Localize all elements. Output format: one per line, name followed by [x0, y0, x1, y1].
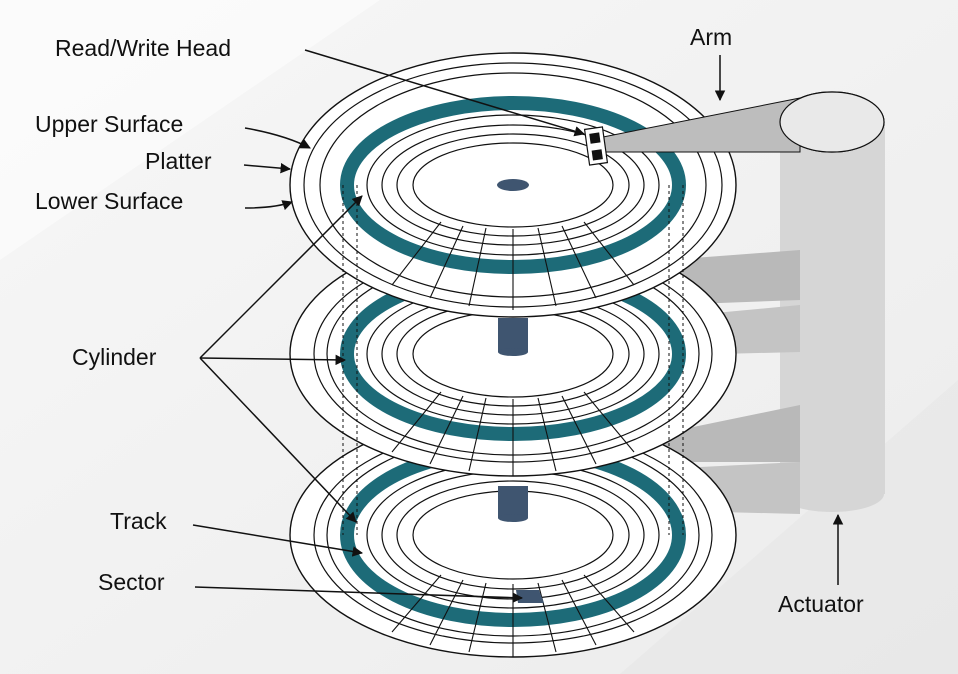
read-write-head [583, 126, 609, 166]
arm-label: Arm [690, 24, 732, 50]
background-facet [0, 0, 380, 260]
track-label: Track [110, 508, 167, 534]
arm-top [597, 91, 885, 153]
spindle [498, 486, 528, 518]
actuator-label: Actuator [778, 591, 864, 617]
sector-label: Sector [98, 569, 165, 595]
spindle-top [497, 179, 529, 191]
read-write-head-label: Read/Write Head [55, 35, 231, 61]
upper-surface-label: Upper Surface [35, 111, 183, 137]
platter-1 [289, 52, 737, 318]
cylinder-label: Cylinder [72, 344, 157, 370]
spindle [498, 318, 528, 352]
platter-label: Platter [145, 148, 212, 174]
callout-arrows [192, 49, 844, 603]
lower-surface-label: Lower Surface [35, 188, 183, 214]
